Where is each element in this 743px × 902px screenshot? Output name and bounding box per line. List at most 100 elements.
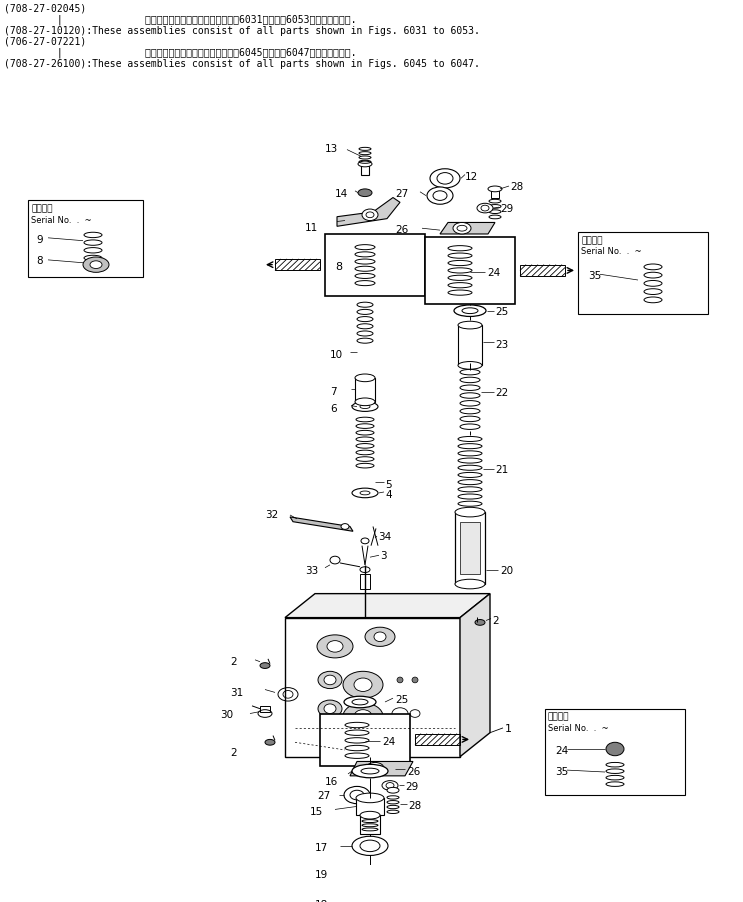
Ellipse shape [458,322,482,329]
Text: Serial No.  .  ~: Serial No. . ~ [31,216,91,225]
Text: 34: 34 [378,531,392,542]
Text: 3: 3 [380,551,386,561]
Ellipse shape [83,258,109,273]
Ellipse shape [437,173,453,185]
Ellipse shape [352,699,368,705]
Polygon shape [440,223,495,235]
Text: 13: 13 [325,143,338,153]
Ellipse shape [488,187,502,192]
Ellipse shape [344,787,370,804]
Polygon shape [290,518,353,531]
Text: Serial No.  .  ~: Serial No. . ~ [581,247,642,256]
Ellipse shape [344,696,376,708]
Ellipse shape [358,189,372,198]
Ellipse shape [355,399,375,406]
Text: 22: 22 [495,388,508,398]
Text: 10: 10 [330,350,343,360]
Bar [355,379,375,402]
Ellipse shape [352,836,388,855]
Text: 9: 9 [36,235,42,244]
Text: 5: 5 [385,479,392,489]
Text: 2: 2 [492,615,499,625]
Bar [415,734,460,745]
Text: 1: 1 [505,723,512,733]
Ellipse shape [361,769,379,774]
Ellipse shape [352,489,378,498]
Text: |              これらのアセンブリの構成部品は嘶6031図から嘶6053図まで含みます.: | これらのアセンブリの構成部品は嘶6031図から嘶6053図まで含みます. [4,14,357,25]
Bar [360,575,370,589]
Ellipse shape [430,170,460,189]
Ellipse shape [362,210,378,221]
Polygon shape [350,761,413,776]
Ellipse shape [360,812,380,819]
Bar [491,189,499,199]
Ellipse shape [386,783,394,788]
Polygon shape [337,198,400,227]
Text: 30: 30 [220,709,233,719]
Ellipse shape [354,710,372,723]
Ellipse shape [455,580,485,589]
Ellipse shape [458,362,482,370]
Ellipse shape [354,678,372,692]
Ellipse shape [360,405,370,410]
Text: 適用号機: 適用号機 [581,235,603,244]
Ellipse shape [355,374,375,382]
Text: 4: 4 [385,490,392,500]
Circle shape [412,677,418,683]
Bar [545,709,685,796]
Text: (708-27-10120):These assemblies consist of all parts shown in Figs. 6031 to 6053: (708-27-10120):These assemblies consist … [4,26,480,36]
Bar [460,522,480,575]
Ellipse shape [260,663,270,668]
Text: 8: 8 [335,262,342,272]
Bar [578,233,708,314]
Bar [356,798,384,815]
Text: 14: 14 [335,189,348,198]
Ellipse shape [481,206,489,212]
Text: 15: 15 [310,805,323,815]
Text: 8: 8 [36,256,42,266]
Text: 6: 6 [330,403,337,413]
Ellipse shape [360,840,380,851]
Text: 24: 24 [487,267,500,277]
Ellipse shape [317,635,353,658]
Bar [28,201,143,278]
Ellipse shape [454,306,486,318]
Ellipse shape [370,766,380,771]
Text: 21: 21 [495,465,508,474]
Text: 29: 29 [500,204,513,214]
Text: 23: 23 [495,340,508,350]
Ellipse shape [427,188,453,205]
Text: 25: 25 [495,307,508,317]
Text: 12: 12 [465,171,478,181]
Ellipse shape [360,567,370,573]
Ellipse shape [324,704,336,713]
Ellipse shape [363,870,377,876]
Ellipse shape [453,223,471,235]
Bar [325,235,425,297]
Ellipse shape [433,191,447,201]
Polygon shape [285,594,490,618]
Ellipse shape [350,790,364,800]
Text: 20: 20 [500,566,513,575]
Text: 18: 18 [315,898,328,902]
Bar [275,260,320,272]
Text: 31: 31 [230,687,243,697]
Ellipse shape [410,710,420,718]
Ellipse shape [356,867,384,879]
Bar [356,894,384,902]
Ellipse shape [360,492,370,495]
Ellipse shape [90,262,102,269]
Ellipse shape [356,889,384,898]
Ellipse shape [477,204,493,214]
Text: 26: 26 [407,767,421,777]
Text: 32: 32 [265,510,278,520]
Ellipse shape [358,161,372,168]
Ellipse shape [327,641,343,652]
Polygon shape [460,594,490,757]
Ellipse shape [356,793,384,803]
Ellipse shape [374,632,386,642]
Bar [520,265,565,277]
Ellipse shape [455,508,485,518]
Text: (708-27-02045): (708-27-02045) [4,4,86,14]
Text: 適用号機: 適用号機 [31,204,53,213]
